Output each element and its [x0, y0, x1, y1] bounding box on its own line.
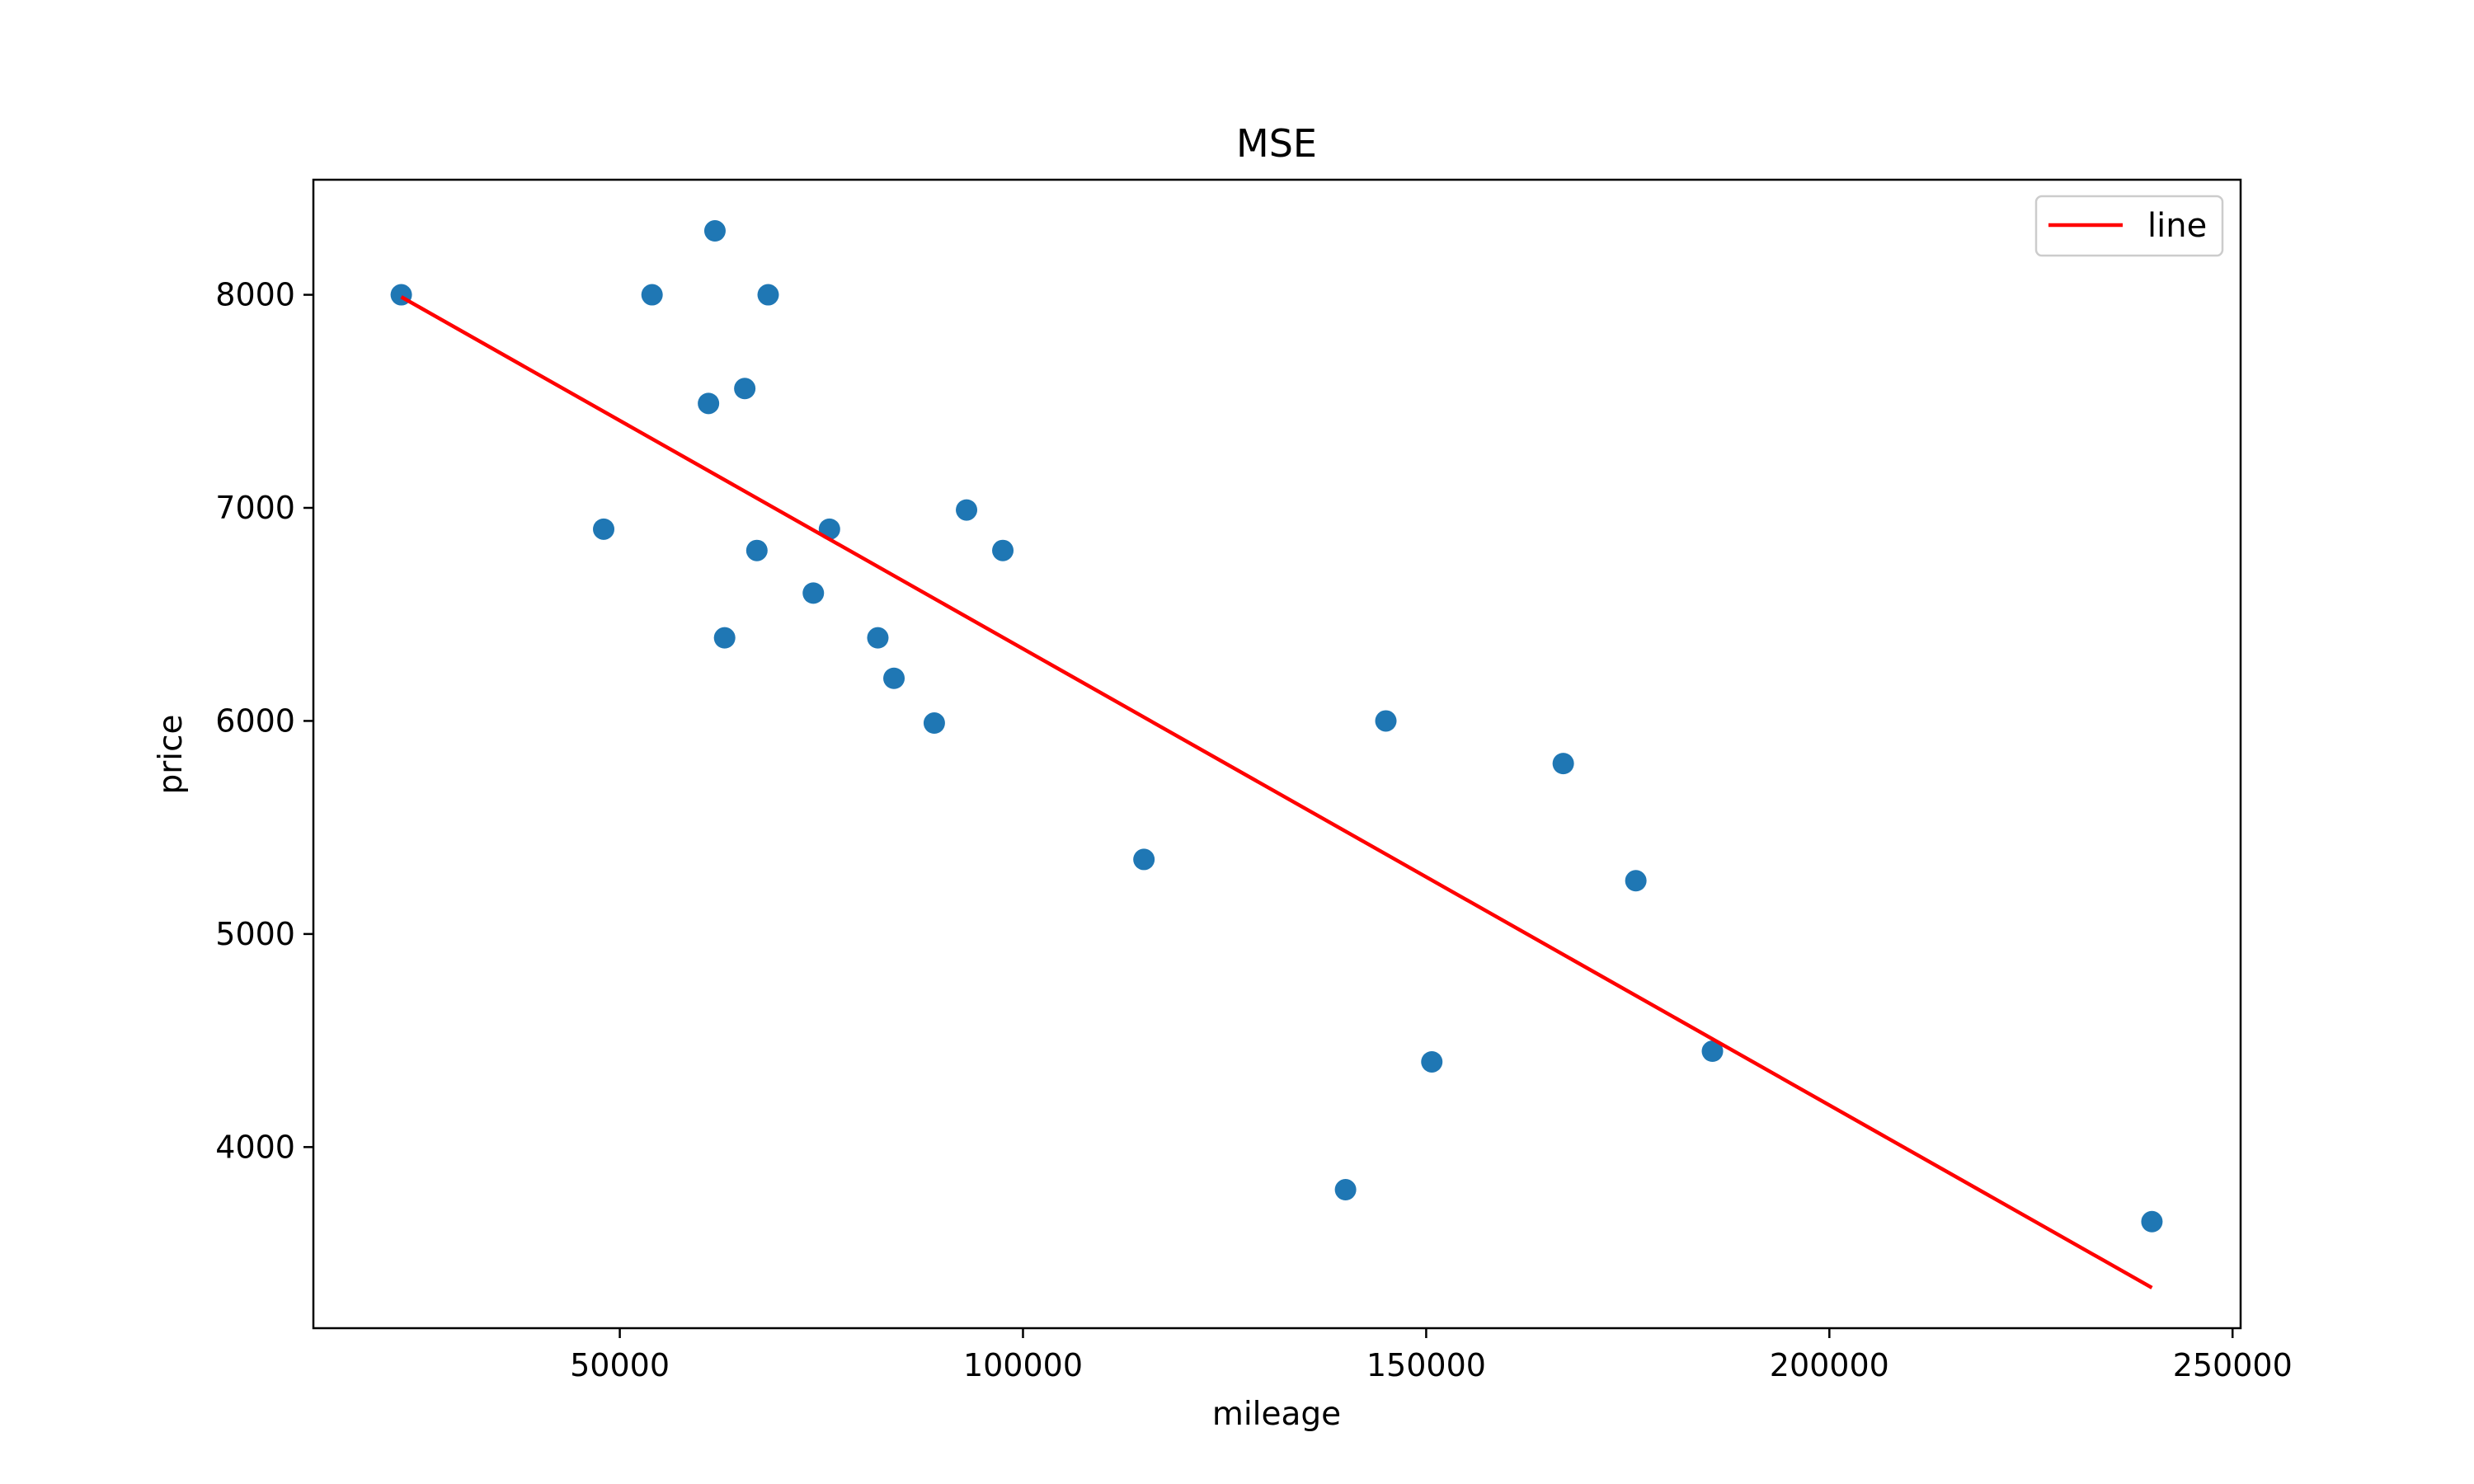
- x-tick-label-1: 100000: [963, 1347, 1083, 1383]
- data-point-20: [1552, 753, 1574, 775]
- data-point-18: [1375, 710, 1397, 732]
- data-point-1: [593, 518, 615, 540]
- data-point-6: [734, 378, 756, 400]
- data-point-16: [1133, 848, 1155, 871]
- series-line-0: [400, 295, 2153, 1289]
- data-point-13: [923, 712, 945, 735]
- data-point-5: [713, 627, 736, 649]
- y-tick-label-2: 6000: [215, 702, 295, 739]
- y-axis-ticks: 4000 5000 6000 7000 8000: [215, 277, 313, 1165]
- data-point-15: [992, 539, 1014, 561]
- plot-area: [313, 180, 2241, 1328]
- x-tick-label-2: 150000: [1366, 1347, 1486, 1383]
- data-point-4: [703, 220, 726, 242]
- data-point-11: [867, 627, 889, 649]
- data-point-3: [698, 392, 720, 415]
- chart-title: MSE: [1236, 121, 1317, 166]
- series-lines: [400, 295, 2153, 1289]
- data-point-2: [641, 284, 663, 306]
- data-point-19: [1421, 1050, 1443, 1073]
- data-point-8: [757, 284, 779, 306]
- data-point-7: [745, 539, 768, 561]
- y-tick-label-3: 7000: [215, 490, 295, 526]
- data-point-22: [1701, 1040, 1724, 1063]
- data-point-23: [2141, 1210, 2163, 1233]
- y-tick-label-4: 8000: [215, 277, 295, 313]
- data-point-17: [1334, 1179, 1357, 1201]
- legend: line: [2034, 195, 2224, 257]
- legend-label-line: line: [2147, 207, 2207, 245]
- y-tick-label-0: 4000: [215, 1129, 295, 1165]
- data-point-9: [802, 582, 825, 604]
- plot-frame: [312, 178, 2242, 1330]
- scatter-points: [390, 220, 2163, 1233]
- y-axis-label: price: [153, 714, 190, 794]
- data-point-14: [956, 499, 978, 521]
- x-axis-label: mileage: [1212, 1396, 1341, 1433]
- x-tick-label-3: 200000: [1770, 1347, 1889, 1383]
- x-tick-label-0: 50000: [570, 1347, 670, 1383]
- legend-box: [2034, 195, 2224, 257]
- data-point-12: [883, 667, 905, 689]
- x-axis-ticks: 50000 100000 150000 200000 250000: [570, 1328, 2293, 1383]
- x-tick-label-4: 250000: [2173, 1347, 2293, 1383]
- y-tick-label-1: 5000: [215, 916, 295, 952]
- data-point-21: [1625, 870, 1647, 892]
